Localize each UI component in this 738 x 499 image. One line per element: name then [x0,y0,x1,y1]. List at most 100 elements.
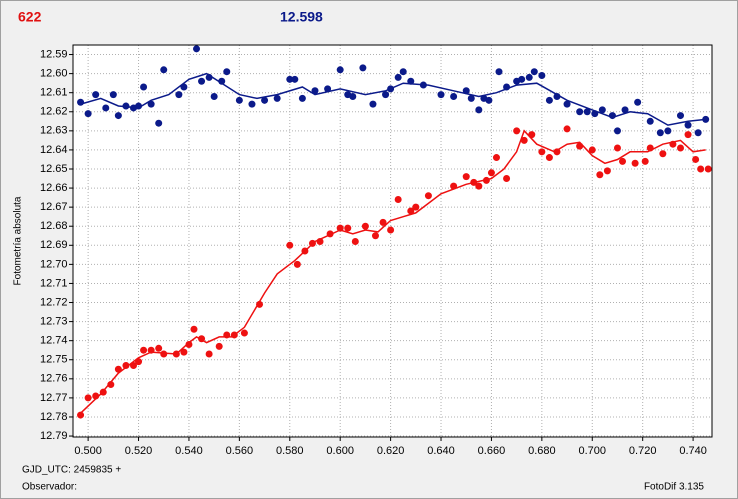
x-tick-label: 0.600 [326,445,354,457]
y-tick-label: 12.77 [40,392,68,404]
y-tick-label: 12.68 [40,220,68,232]
x-tick-label: 0.660 [478,445,506,457]
data-point [613,144,621,152]
x-tick-label: 0.620 [377,445,405,457]
data-point [598,106,606,114]
data-point [450,93,458,101]
data-point [424,192,432,200]
data-point [596,171,604,179]
data-point [311,87,319,95]
y-tick-label: 12.65 [40,163,68,175]
data-point [359,64,367,72]
data-point [147,100,155,108]
data-point [525,73,533,81]
data-point [240,329,248,337]
data-point [77,411,85,419]
footer-gjd: GJD_UTC: 2459835 + [22,465,121,476]
x-tick-label: 0.580 [276,445,304,457]
data-point [273,94,281,102]
y-tick-label: 12.61 [40,87,68,99]
data-point [140,83,148,91]
data-point [659,150,667,158]
data-point [394,196,402,204]
y-tick-label: 12.67 [40,201,68,213]
y-tick-label: 12.79 [40,430,68,442]
data-point [576,142,584,150]
data-point [256,300,264,308]
y-tick-label: 12.71 [40,277,68,289]
plot-border [72,44,713,438]
x-tick-label: 0.740 [679,445,707,457]
data-point [412,203,420,211]
data-point [344,224,352,232]
y-tick-label: 12.78 [40,411,68,423]
data-point [475,106,483,114]
data-point [155,344,163,352]
data-point [576,108,584,116]
y-tick-label: 12.66 [40,182,68,194]
x-tick-label: 0.500 [74,445,102,457]
y-tick-label: 12.75 [40,354,68,366]
data-point [563,125,571,133]
data-point [198,77,206,85]
data-point [530,68,538,76]
data-point [656,129,664,137]
y-tick-label: 12.60 [40,68,68,80]
data-point [109,91,117,99]
y-tick-label: 12.69 [40,239,68,251]
data-point [193,45,201,53]
data-point [349,93,357,101]
header-left: 622 [18,9,42,25]
x-tick-label: 0.520 [125,445,153,457]
data-point [261,96,269,104]
data-point [140,346,148,354]
data-point [694,129,702,137]
data-point [538,72,546,80]
y-tick-label: 12.76 [40,373,68,385]
data-point [92,91,100,99]
data-point [619,157,627,165]
data-point [492,154,500,162]
data-point [160,66,168,74]
data-point [697,165,705,173]
data-point [298,94,306,102]
data-point [603,167,611,175]
data-point [180,348,188,356]
data-point [114,112,122,120]
data-point [218,77,226,85]
data-point [664,127,672,135]
data-point [122,361,130,369]
data-point [641,157,649,165]
data-point [475,182,483,190]
data-point [437,91,445,99]
x-tick-label: 0.680 [528,445,556,457]
data-point [545,154,553,162]
x-tick-label: 0.540 [175,445,203,457]
x-tick-label: 0.700 [579,445,607,457]
y-tick-label: 12.73 [40,315,68,327]
data-point [223,68,231,76]
data-point [588,146,596,154]
data-point [513,127,521,135]
data-point [462,173,470,181]
data-point [215,342,223,350]
data-point [155,119,163,127]
data-point [538,148,546,156]
data-point [583,108,591,116]
data-point [175,91,183,99]
data-point [160,350,168,358]
data-point [210,93,218,101]
data-point [286,75,294,83]
data-point [102,104,110,112]
trend-line [80,129,706,414]
data-point [291,75,299,83]
data-point [545,96,553,104]
data-point [107,381,115,389]
footer-version: FotoDif 3.135 [644,482,704,493]
data-point [518,75,526,83]
data-point [613,127,621,135]
data-point [361,222,369,230]
data-point [235,96,243,104]
data-point [704,165,712,173]
